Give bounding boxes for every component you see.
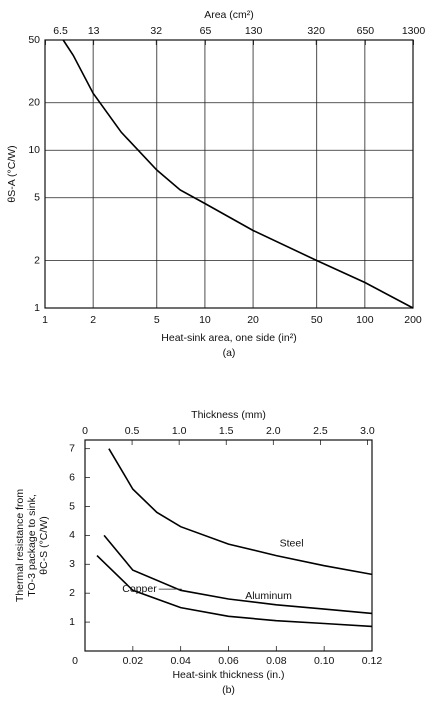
x2-tick-label: 65 [200,25,212,37]
x-tick-label: 1 [42,314,48,326]
y-tick-label: 7 [69,442,75,454]
y-tick-label: 3 [69,558,75,570]
x2-tick-label: 1300 [402,25,426,37]
x2-tick-label: 650 [357,25,375,37]
y-tick-label: 1 [34,302,40,314]
x-tick-label: 2 [90,314,96,326]
x2-tick-label: 3.0 [360,425,375,437]
x2-tick-label: 320 [307,25,325,37]
x-tick-label: 0 [72,655,78,667]
x-tick-label: 10 [199,314,211,326]
plot-frame [84,439,373,652]
x2-axis-label: Thickness (mm) [191,409,266,421]
x2-tick-label: 0.5 [125,425,140,437]
panel-label: (a) [223,347,236,359]
y-tick-label: 10 [28,144,40,156]
y-axis-label: Thermal resistance from [14,489,26,602]
x-tick-label: 5 [154,314,160,326]
x2-tick-label: 32 [150,25,162,37]
x2-tick-label: 2.0 [266,425,281,437]
x-tick-label: 0.08 [266,655,287,667]
y-axis-label: θS-A (°C/W) [6,145,18,202]
y-tick-label: 20 [28,97,40,109]
series-label: Steel [280,538,304,550]
x-tick-label: 200 [404,314,422,326]
x-tick-label: 0.06 [218,655,239,667]
x-tick-label: 0.10 [314,655,335,667]
x-axis-label: Heat-sink area, one side (in²) [161,332,296,344]
y-tick-label: 4 [69,529,75,541]
y-tick-label: 50 [28,34,40,46]
y-tick-label: 2 [69,587,75,599]
x-tick-label: 100 [356,314,374,326]
y-tick-label: 2 [34,254,40,266]
x2-tick-label: 6.5 [53,25,68,37]
line-series [96,555,373,628]
x2-tick-label: 130 [245,25,263,37]
y-axis-label: TO-3 package to sink, [26,494,38,597]
line-series [108,448,373,576]
x2-tick-label: 2.5 [313,425,328,437]
x2-tick-label: 1.0 [172,425,187,437]
x2-tick-label: 1.5 [219,425,234,437]
x2-tick-label: 13 [88,25,100,37]
x-axis-label: Heat-sink thickness (in.) [172,669,284,681]
line-series [62,39,414,309]
x-tick-label: 20 [247,314,259,326]
panel-label: (b) [222,684,235,696]
y-tick-label: 6 [69,471,75,483]
series-label: Copper [122,583,157,595]
y-tick-label: 1 [69,616,75,628]
plot-frame [44,39,414,309]
x2-tick-label: 0 [82,425,88,437]
y-tick-label: 5 [34,192,40,204]
x-tick-label: 0.04 [170,655,191,667]
y-axis-label: θC-S (°C/W) [38,516,50,574]
x-tick-label: 50 [311,314,323,326]
series-label: Aluminum [245,590,292,602]
x-tick-label: 0.12 [362,655,383,667]
x-tick-label: 0.02 [123,655,144,667]
x2-axis-label: Area (cm²) [204,9,254,21]
line-series [103,534,373,615]
y-tick-label: 5 [69,500,75,512]
